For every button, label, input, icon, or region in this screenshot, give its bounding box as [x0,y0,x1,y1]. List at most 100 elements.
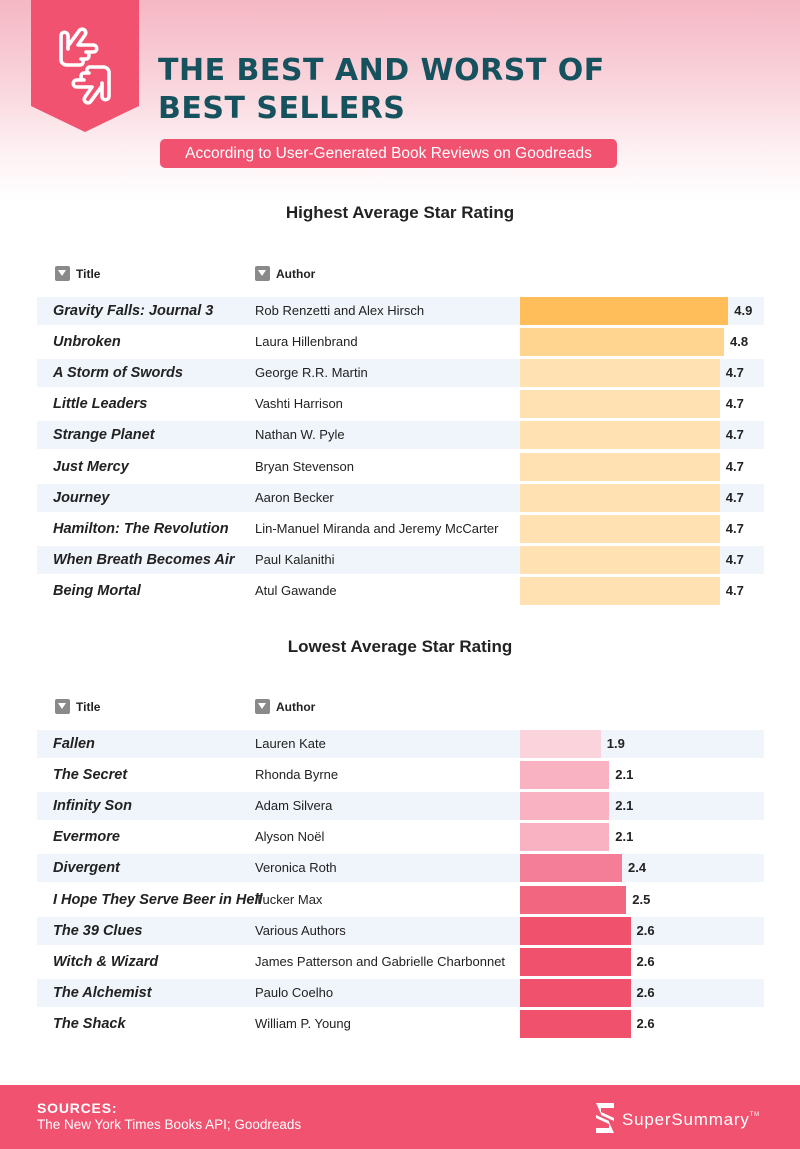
rating-bar [520,792,610,821]
footer: SOURCES: The New York Times Books API; G… [0,1085,800,1149]
sort-dropdown-icon[interactable] [55,699,70,714]
rating-value-label: 4.9 [734,303,753,318]
sources-text: The New York Times Books API; Goodreads [37,1117,302,1132]
subtitle-badge: According to User-Generated Book Reviews… [160,139,617,168]
rating-bar [520,730,601,758]
rating-value-label: 4.7 [725,520,744,536]
rating-value-label: 4.7 [725,551,744,567]
book-author: Atul Gawande [255,582,337,598]
book-author: Bryan Stevenson [255,458,355,474]
book-author: William P. Young [255,1015,351,1031]
table-row: Witch & Wizard James Patterson and Gabrie… [37,947,764,976]
table-row: The Shack William P. Young 2.6 [37,1009,764,1038]
book-author: Tucker Max [255,891,323,907]
lowest-rating-chart: Fallen Lauren Kate 1.9 The Secret Rhonda Byr… [37,730,764,1040]
rating-bar [520,452,720,481]
book-author: George R.R. Martin [255,365,368,381]
rating-bar [520,823,610,852]
table-row: A Storm of Swords George R.R. Martin 4.7 [37,359,764,388]
book-title: Fallen [53,736,95,752]
book-title: I Hope They Serve Beer in Hell [53,891,263,908]
book-title: When Breath Becomes Air [53,551,235,568]
rating-bar [520,328,724,357]
rating-value-label: 2.6 [636,953,655,969]
book-title: Witch & Wizard [53,953,159,970]
book-author: Paul Kalanithi [255,551,335,567]
page-title-line-1: THE BEST AND WORST OF [158,53,605,88]
lowest-title-column-header[interactable]: Title [55,699,100,714]
rating-bar [520,483,720,512]
book-title: Unbroken [53,334,121,351]
supersummary-logo-icon [596,1103,614,1133]
book-author: Alyson Noël [255,829,325,845]
highest-author-column-header[interactable]: Author [255,266,315,281]
highest-title-column-header[interactable]: Title [55,266,100,281]
rating-value-label: 4.8 [730,334,749,350]
rating-value-label: 2.6 [636,922,655,938]
book-title: Infinity Son [53,798,132,815]
rating-bar [520,978,631,1007]
table-row: Hamilton: The Revolution Lin-Manuel Miran… [37,514,764,543]
book-title: Divergent [53,860,120,877]
page-title: THE BEST AND WORST OF BEST SELLERS [158,52,605,128]
book-author: Rhonda Byrne [255,767,339,783]
lowest-author-column-header[interactable]: Author [255,699,315,714]
rating-value-label: 2.4 [628,860,647,876]
rating-bar [520,359,720,388]
book-title: Little Leaders [53,396,148,413]
column-header-label: Title [76,700,101,714]
rating-value-label: 4.7 [725,582,744,598]
book-author: Laura Hillenbrand [255,334,358,350]
page-title-line-2: BEST SELLERS [158,91,406,126]
brand-name: SuperSummaryTM [622,1110,760,1130]
rating-value-label: 2.5 [632,891,651,907]
rating-value-label: 2.6 [636,984,655,1000]
brand-logo[interactable]: SuperSummaryTM [594,1101,759,1135]
sort-dropdown-icon[interactable] [255,699,270,714]
rating-value-label: 4.7 [725,427,744,443]
rating-value-label: 4.7 [725,396,744,412]
table-row: Strange Planet Nathan W. Pyle 4.7 [37,421,764,450]
book-author: Nathan W. Pyle [255,427,345,443]
rating-bar [520,1009,631,1038]
table-row: Journey Aaron Becker 4.7 [37,483,764,512]
book-author: Aaron Becker [255,489,334,505]
book-title: Evermore [53,829,120,846]
highest-rating-chart: Gravity Falls: Journal 3 Rob Renzetti and… [37,297,764,607]
book-title: The Secret [53,767,128,784]
rating-bar [520,761,610,790]
rating-bar [520,545,720,574]
rating-value-label: 2.1 [615,798,634,814]
rating-bar [520,576,720,605]
book-title: Strange Planet [53,427,155,444]
rating-bar [520,297,729,325]
rating-value-label: 2.6 [636,1015,655,1031]
column-header-label: Author [276,700,316,714]
book-title: Being Mortal [53,582,141,599]
highest-rating-heading: Highest Average Star Rating [285,203,515,222]
table-row: Gravity Falls: Journal 3 Rob Renzetti and… [37,297,764,325]
book-author: Lauren Kate [255,736,326,751]
rating-bar [520,885,627,914]
rating-bar [520,916,631,945]
table-row: Fallen Lauren Kate 1.9 [37,730,764,758]
book-author: Various Authors [255,922,346,938]
sort-dropdown-icon[interactable] [55,266,70,281]
rating-bar [520,514,720,543]
table-row: Unbroken Laura Hillenbrand 4.8 [37,328,764,357]
table-row: The Secret Rhonda Byrne 2.1 [37,761,764,790]
table-row: Divergent Veronica Roth 2.4 [37,854,764,883]
column-header-label: Title [76,267,101,281]
rating-bar [520,390,720,419]
rating-value-label: 2.1 [615,767,634,783]
table-row: Little Leaders Vashti Harrison 4.7 [37,390,764,419]
rating-value-label: 4.7 [725,458,744,474]
book-title: Gravity Falls: Journal 3 [53,303,214,319]
rating-bar [520,854,622,883]
sources-label: SOURCES: [37,1100,118,1116]
table-row: The 39 Clues Various Authors 2.6 [37,916,764,945]
sort-dropdown-icon[interactable] [255,266,270,281]
lowest-rating-heading: Lowest Average Star Rating [287,637,513,656]
book-title: The Shack [53,1015,126,1032]
table-row: I Hope They Serve Beer in Hell Tucker Max… [37,885,764,914]
